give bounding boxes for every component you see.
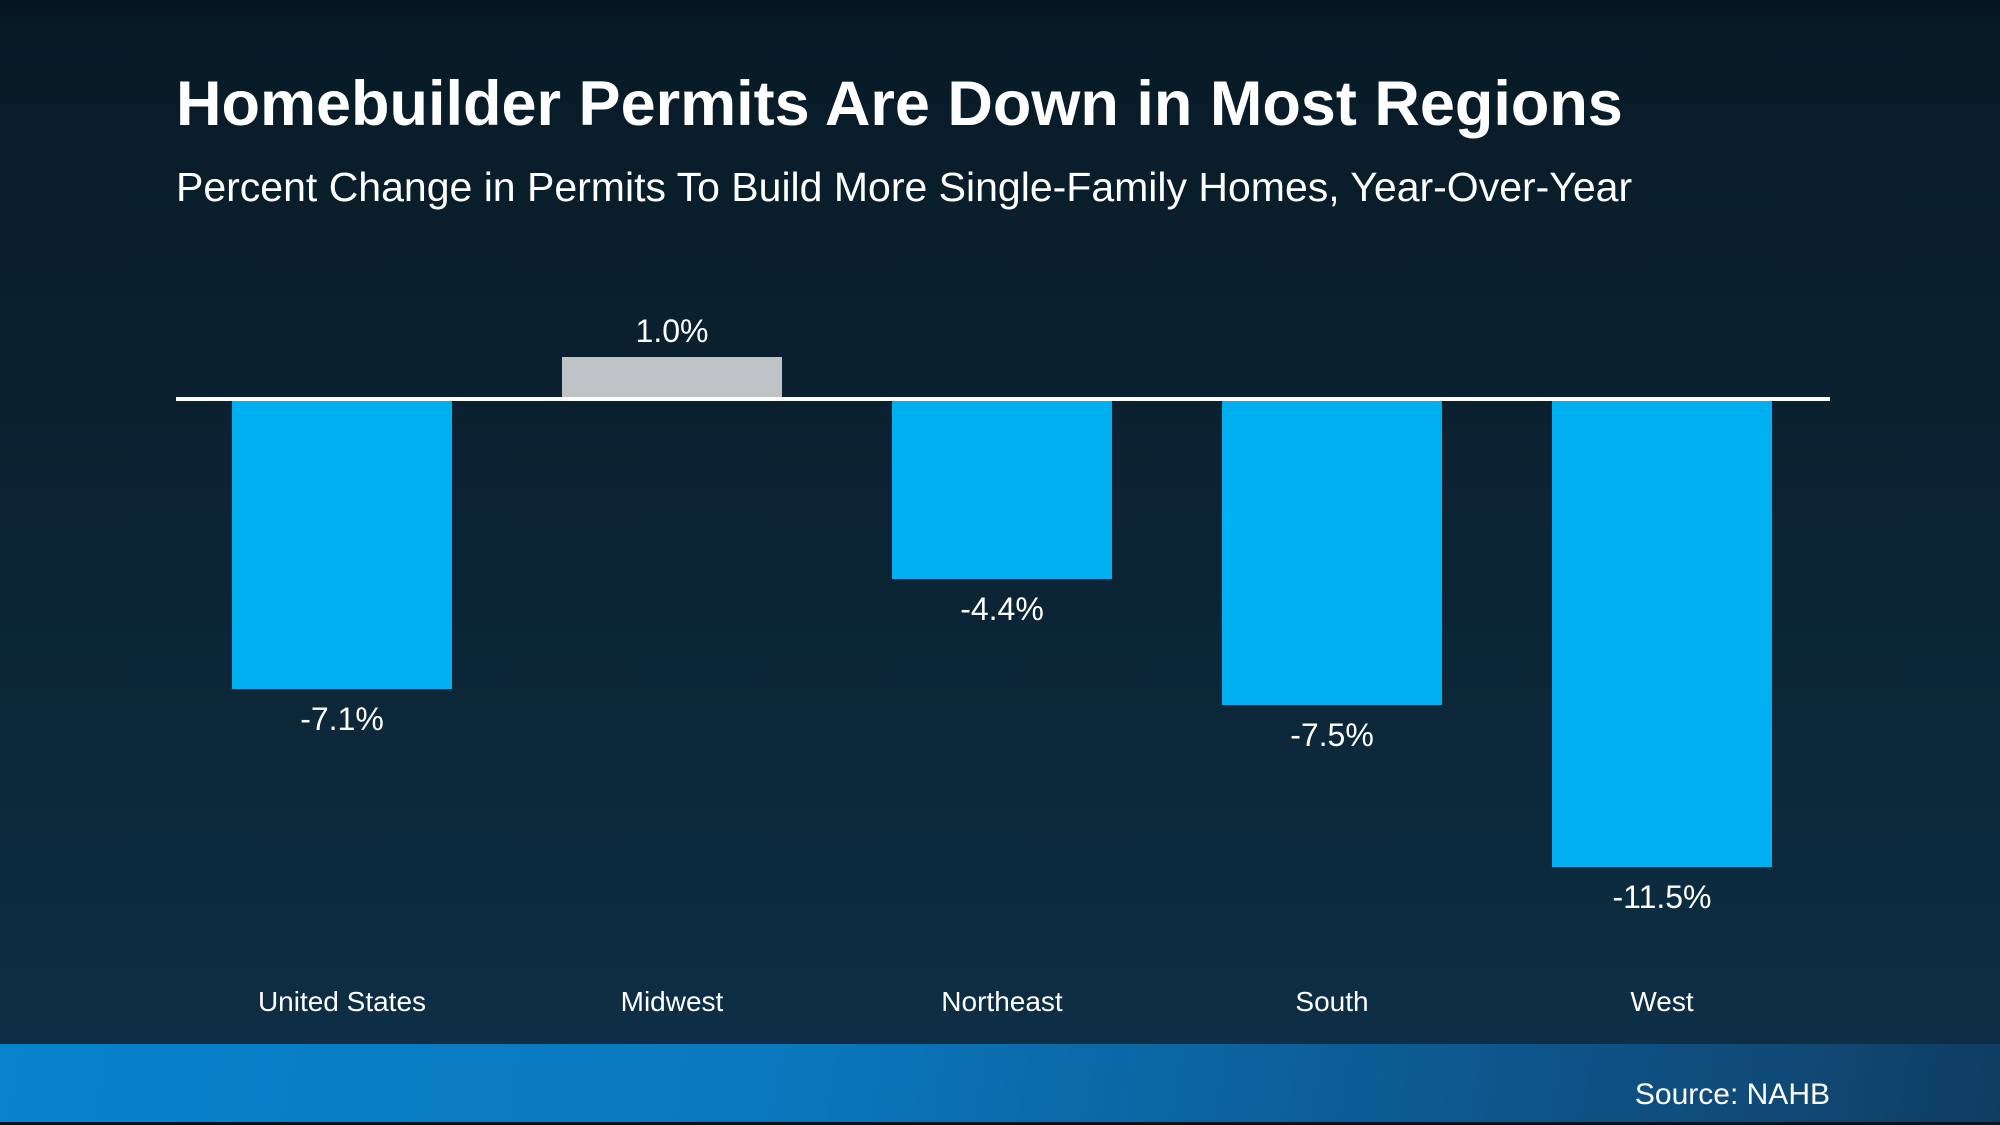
bar-northeast	[892, 401, 1112, 580]
value-label-united-states: -7.1%	[300, 700, 384, 737]
zero-axis-line	[176, 397, 1830, 401]
bar-united-states	[232, 401, 452, 689]
value-label-northeast: -4.4%	[960, 591, 1044, 628]
category-label-northeast: Northeast	[941, 986, 1063, 1017]
page-subtitle: Percent Change in Permits To Build More …	[176, 164, 1633, 210]
bar-west	[1552, 401, 1772, 867]
value-label-midwest: 1.0%	[635, 312, 709, 349]
category-label-united-states: United States	[257, 986, 427, 1017]
category-label-west: West	[1630, 986, 1694, 1017]
category-label-midwest: Midwest	[620, 986, 724, 1017]
category-label-south: South	[1295, 986, 1369, 1017]
value-label-south: -7.5%	[1290, 716, 1374, 753]
footer-band	[0, 1044, 2000, 1125]
value-label-west: -11.5%	[1612, 878, 1712, 915]
bar-south	[1222, 401, 1442, 705]
footer-bottom-edge	[0, 1122, 2000, 1125]
bar-midwest	[562, 356, 782, 397]
page-title: Homebuilder Permits Are Down in Most Reg…	[176, 69, 1623, 139]
source-text: Source: NAHB	[1634, 1078, 1830, 1111]
